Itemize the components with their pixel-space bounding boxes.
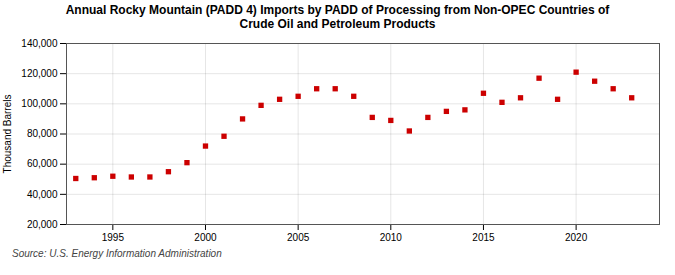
svg-text:40,000: 40,000: [27, 189, 58, 200]
html-text:Source: U.S. Energy Informatio: Source: U.S. Energy Information Administ…: [12, 248, 222, 259]
svg-text:2010: 2010: [380, 232, 403, 243]
svg-text:2005: 2005: [287, 232, 310, 243]
svg-text:120,000: 120,000: [21, 68, 58, 79]
svg-text:2015: 2015: [472, 232, 495, 243]
svg-text:2000: 2000: [194, 232, 217, 243]
svg-text:2020: 2020: [565, 232, 588, 243]
svg-text:100,000: 100,000: [21, 98, 58, 109]
svg-text:140,000: 140,000: [21, 38, 58, 49]
svg-text:1995: 1995: [102, 232, 125, 243]
html-text:Annual Rocky Mountain (PADD 4): Annual Rocky Mountain (PADD 4) Imports b…: [65, 3, 610, 31]
svg-text:60,000: 60,000: [27, 158, 58, 169]
svg-text:80,000: 80,000: [27, 128, 58, 139]
svg-text:20,000: 20,000: [27, 219, 58, 230]
svg-text:Thousand Barrels: Thousand Barrels: [2, 95, 13, 174]
